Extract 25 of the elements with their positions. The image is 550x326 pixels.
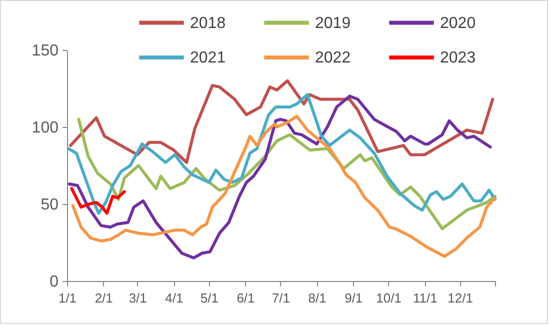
- legend-label: 2019: [315, 14, 351, 32]
- x-tick-label: 4/1: [165, 290, 184, 306]
- x-tick-label: 7/1: [272, 290, 290, 306]
- y-tick-label: 50: [40, 196, 59, 214]
- line-series: [69, 79, 494, 164]
- y-tick-label: 0: [50, 274, 59, 290]
- line-series: [70, 187, 126, 215]
- legend-label: 2023: [440, 50, 476, 66]
- legend-label: 2021: [190, 50, 226, 66]
- x-tick-label: 12/1: [448, 290, 473, 306]
- legend-label: 2020: [440, 14, 476, 32]
- x-tick-label: 2/1: [94, 290, 113, 306]
- x-tick-label: 6/1: [236, 290, 255, 306]
- x-tick-label: 8/1: [308, 290, 326, 306]
- line-series: [66, 93, 496, 215]
- x-tick-label: 3/1: [128, 290, 147, 306]
- x-tick-label: 10/1: [376, 290, 402, 306]
- x-tick-label: 11/1: [412, 290, 438, 306]
- x-tick-label: 9/1: [344, 290, 363, 306]
- legend-label: 2022: [315, 50, 351, 66]
- y-tick-label: 100: [32, 120, 59, 136]
- legend-label: 2018: [190, 14, 226, 32]
- x-tick-label: 5/1: [200, 290, 218, 306]
- x-tick-label: 1/1: [58, 290, 77, 306]
- y-tick-label: 150: [32, 42, 59, 60]
